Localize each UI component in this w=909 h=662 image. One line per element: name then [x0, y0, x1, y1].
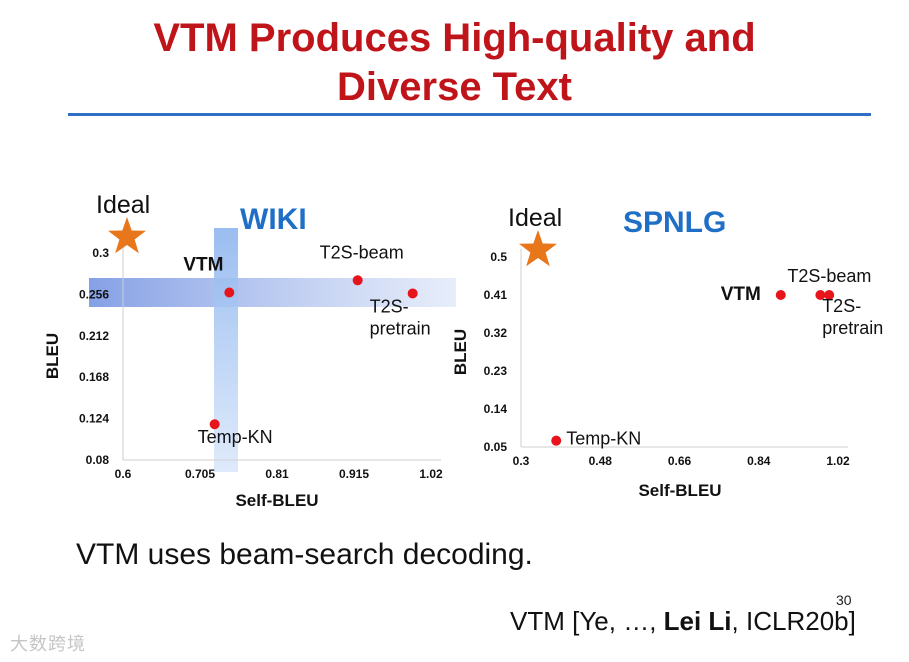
panel1-vtm-selfbleu-band	[214, 228, 238, 472]
panel1-point-label: T2S-pretrain	[370, 296, 431, 338]
panel2-point	[551, 435, 562, 446]
panel2-x-tick-label: 1.02	[826, 454, 850, 468]
panel1-vtm-bleu-band	[89, 278, 456, 307]
panel1-point-label: VTM	[183, 255, 223, 276]
panel1-point	[352, 275, 363, 286]
panel2-title: SPNLG	[623, 206, 726, 239]
panel1-ideal-star-icon	[108, 217, 146, 254]
panel1-y-tick-label: 0.256	[79, 287, 109, 301]
panel2-point-label: T2S-pretrain	[822, 296, 883, 338]
panel1-y-tick-label: 0.168	[79, 370, 109, 384]
panel2-point	[775, 290, 786, 300]
panel2-y-tick-label: 0.14	[484, 402, 508, 416]
panel2-x-tick-label: 0.3	[513, 454, 530, 468]
panel2-x-tick-label: 0.48	[589, 454, 613, 468]
panel1-point-label: T2S-beam	[320, 242, 404, 262]
panel2-point	[824, 290, 835, 300]
citation-suffix: , ICLR20b]	[731, 606, 856, 636]
citation: VTM [Ye, …, Lei Li, ICLR20b]	[510, 606, 856, 637]
panel2-y-tick-label: 0.32	[484, 326, 508, 340]
panel1-point-label-line: pretrain	[370, 318, 431, 338]
panel1-x-tick-label: 0.6	[115, 467, 132, 481]
panel1-x-tick-label: 0.81	[265, 467, 289, 481]
panel1-y-tick-label: 0.212	[79, 329, 109, 343]
panel2-y-tick-label: 0.41	[484, 288, 508, 302]
panel2-y-axis-title: BLEU	[451, 329, 470, 375]
panel1-x-tick-label: 0.915	[339, 467, 369, 481]
panel2-ideal-star-icon	[519, 230, 557, 267]
panel1-y-axis-title: BLEU	[43, 333, 62, 379]
slide-title: VTM Produces High-quality and Diverse Te…	[0, 14, 909, 112]
panel2-x-tick-label: 0.66	[668, 454, 692, 468]
panel1-y-tick-label: 0.08	[86, 453, 110, 467]
panel2-point-label: VTM	[721, 284, 761, 305]
panel2-ideal-label: Ideal	[508, 204, 562, 232]
panel1-point	[224, 287, 235, 298]
panel2-point	[815, 290, 826, 300]
panel2-point-label: Temp-KN	[566, 429, 641, 449]
panel1-point-label: Temp-KN	[198, 427, 273, 447]
slide-title-line2: Diverse Text	[337, 65, 572, 109]
panel1-y-tick-label: 0.124	[79, 412, 109, 426]
citation-prefix: VTM [Ye, …,	[510, 606, 664, 636]
citation-author: Lei Li	[663, 606, 732, 636]
panel1-point	[407, 288, 418, 299]
panel2-point-label: T2S-beam	[787, 266, 871, 286]
panel1-y-tick-label: 0.3	[92, 246, 109, 260]
panel2-x-tick-label: 0.84	[747, 454, 771, 468]
slide-title-line1: VTM Produces High-quality and	[153, 16, 756, 60]
panel2-y-tick-label: 0.23	[484, 364, 508, 378]
title-underline	[68, 113, 871, 116]
panel2-y-tick-label: 0.5	[490, 250, 507, 264]
panel2-point-label-line: T2S-	[822, 296, 861, 316]
panel1-x-tick-label: 0.705	[185, 467, 215, 481]
panel1-x-axis-title: Self-BLEU	[235, 491, 318, 510]
caption-text: VTM uses beam-search decoding.	[76, 538, 533, 571]
panel1-ideal-label: Ideal	[96, 191, 150, 219]
panel1-x-tick-label: 1.02	[419, 467, 443, 481]
panel1-point-label-line: T2S-	[370, 296, 409, 316]
watermark-logo: 大数跨境	[10, 634, 86, 654]
panel2-x-axis-title: Self-BLEU	[638, 481, 721, 500]
page-number: 30	[836, 592, 852, 608]
panel2-y-tick-label: 0.05	[484, 440, 508, 454]
panel1-point	[209, 419, 220, 430]
panel1-title: WIKI	[240, 203, 307, 236]
panel2-point-label-line: pretrain	[822, 318, 883, 338]
